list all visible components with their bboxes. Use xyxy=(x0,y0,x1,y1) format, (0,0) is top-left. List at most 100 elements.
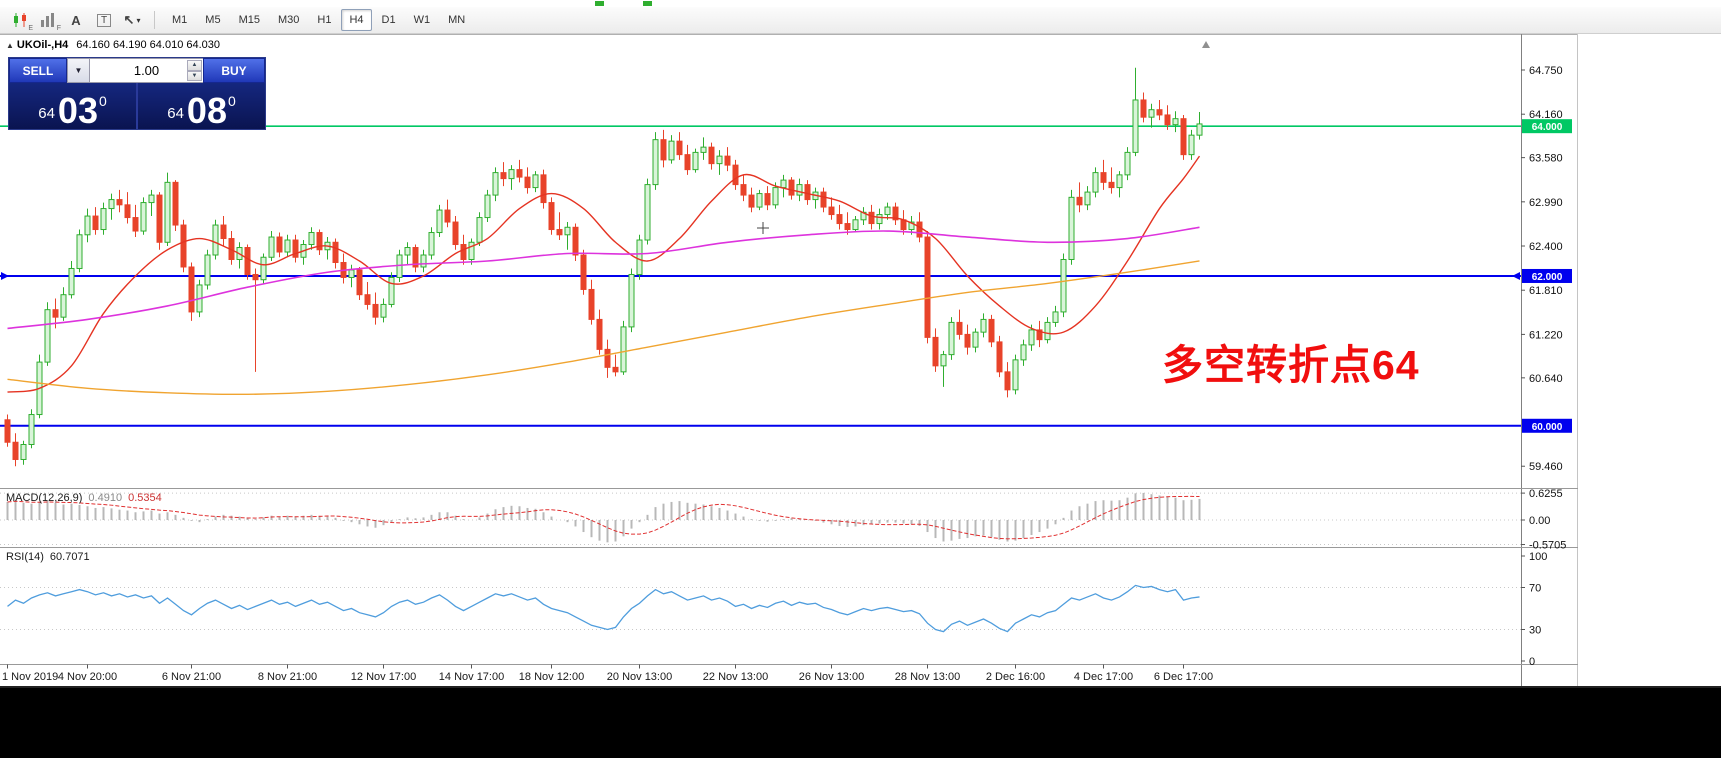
ask-price-major: 64 xyxy=(167,105,184,122)
timeframe-button-m1[interactable]: M1 xyxy=(172,14,188,26)
candle xyxy=(44,309,51,363)
volume-input[interactable]: 1.00 ▲ ▼ xyxy=(90,58,203,83)
timeframe-button-m5[interactable]: M5 xyxy=(205,14,221,26)
rsi-line xyxy=(7,584,1200,633)
time-tick-label: 1 Nov 2019 xyxy=(2,671,58,683)
candle xyxy=(692,151,699,171)
buy-button[interactable]: BUY xyxy=(203,58,265,83)
candle xyxy=(404,247,411,256)
rsi-scale-label: 0 xyxy=(1529,656,1535,668)
candle xyxy=(188,266,195,313)
candle xyxy=(732,164,739,186)
candle xyxy=(412,247,419,268)
macd-scale-label: -0.5705 xyxy=(1529,540,1566,552)
candle xyxy=(644,184,651,241)
text-label-icon[interactable]: A xyxy=(71,12,81,28)
candle xyxy=(460,244,467,260)
timeframe-button-m15[interactable]: M15 xyxy=(238,14,260,26)
timeframe-button-mn[interactable]: MN xyxy=(448,14,466,26)
candle xyxy=(604,348,611,368)
candle xyxy=(156,194,163,243)
candle xyxy=(780,179,787,189)
candle xyxy=(892,206,899,221)
candle xyxy=(628,273,635,328)
chart-shift-marker xyxy=(1202,41,1210,48)
timeframe-button-d1[interactable]: D1 xyxy=(381,14,396,26)
candle xyxy=(1172,118,1179,126)
candle xyxy=(540,174,547,204)
candle xyxy=(820,191,827,208)
candle xyxy=(740,184,747,196)
collapse-triangle-icon[interactable]: ▲ xyxy=(6,41,14,50)
volume-value: 1.00 xyxy=(133,63,160,78)
candle xyxy=(772,187,779,206)
price-panel-divider xyxy=(136,83,138,129)
top-toolbar: E F A T ↖ ▾ M1 M5 M15 M30 H1 H4 D1 W1 MN xyxy=(0,7,1721,34)
candle xyxy=(76,234,83,269)
rsi-value: 60.7071 xyxy=(49,551,90,563)
order-type-dropdown[interactable]: ▼ xyxy=(67,58,90,83)
chart-frame xyxy=(0,34,1578,686)
candle xyxy=(828,206,835,216)
candle xyxy=(724,155,731,166)
sell-button[interactable]: SELL xyxy=(9,58,67,83)
candle xyxy=(508,169,515,180)
text-frame-icon[interactable]: T xyxy=(92,10,116,30)
candle xyxy=(116,199,123,206)
price-tick-label: 62.990 xyxy=(1529,197,1563,209)
candle xyxy=(148,194,155,204)
toolbar-icon-group: E F A T ↖ ▾ xyxy=(6,10,146,32)
candle xyxy=(1196,123,1203,136)
volume-decrease-button[interactable]: ▼ xyxy=(187,70,202,81)
ma-line-slow xyxy=(7,260,1200,396)
cropped-ui-artifact xyxy=(643,1,652,6)
candle xyxy=(908,221,915,231)
time-tick-label: 6 Nov 21:00 xyxy=(162,671,221,683)
candle xyxy=(428,232,435,256)
symbol-period-label: UKOil-,H4 xyxy=(16,39,69,51)
candle xyxy=(708,146,715,165)
bid-price-display: 64 03 0 xyxy=(9,83,136,129)
candle xyxy=(204,254,211,286)
timeframe-button-h1[interactable]: H1 xyxy=(317,14,332,26)
candle xyxy=(1020,344,1027,361)
rsi-scale-label: 70 xyxy=(1529,583,1541,595)
candle xyxy=(20,444,27,460)
price-tag xyxy=(1522,268,1572,283)
timeframe-button-group: M1 M5 M15 M30 H1 H4 D1 W1 MN xyxy=(163,9,474,31)
cursor-tool-icon[interactable]: ↖ ▾ xyxy=(123,12,141,27)
macd-name: MACD(12,26,9) xyxy=(6,492,83,504)
candle xyxy=(180,224,187,268)
volume-increase-button[interactable]: ▲ xyxy=(187,60,202,71)
bar-chart-icon[interactable]: F xyxy=(36,10,61,32)
macd-signal-line xyxy=(7,495,1200,540)
price-tag xyxy=(1522,119,1572,134)
candle xyxy=(1156,109,1163,116)
ma-line-mid xyxy=(7,226,1200,330)
candle xyxy=(308,232,315,246)
candle xyxy=(636,239,643,275)
price-tick-label: 61.810 xyxy=(1529,285,1563,297)
candle xyxy=(1188,134,1195,156)
candle xyxy=(844,223,851,231)
time-tick-label: 6 Dec 17:00 xyxy=(1154,671,1213,683)
candle xyxy=(524,176,531,189)
timeframe-button-w1[interactable]: W1 xyxy=(413,14,431,26)
candle xyxy=(668,140,675,161)
candle xyxy=(380,303,387,318)
candlestick-chart-icon[interactable]: E xyxy=(8,10,33,32)
macd-panel xyxy=(0,492,1521,546)
price-tick-label: 64.750 xyxy=(1529,65,1563,77)
timeframe-button-h4[interactable]: H4 xyxy=(341,9,372,31)
candle xyxy=(52,309,59,318)
time-tick-label: 26 Nov 13:00 xyxy=(799,671,864,683)
macd-scale-label: 0.6255 xyxy=(1529,488,1563,500)
time-tick-label: 14 Nov 17:00 xyxy=(439,671,504,683)
ask-price-display: 64 08 0 xyxy=(138,83,265,129)
candle xyxy=(4,419,11,443)
timeframe-button-m30[interactable]: M30 xyxy=(277,14,300,26)
candle xyxy=(212,224,219,256)
ohlc-values: 64.160 64.190 64.010 64.030 xyxy=(76,39,221,51)
bid-price-point: 0 xyxy=(98,93,107,109)
trade-prices-row: 64 03 0 64 08 0 xyxy=(9,83,265,129)
